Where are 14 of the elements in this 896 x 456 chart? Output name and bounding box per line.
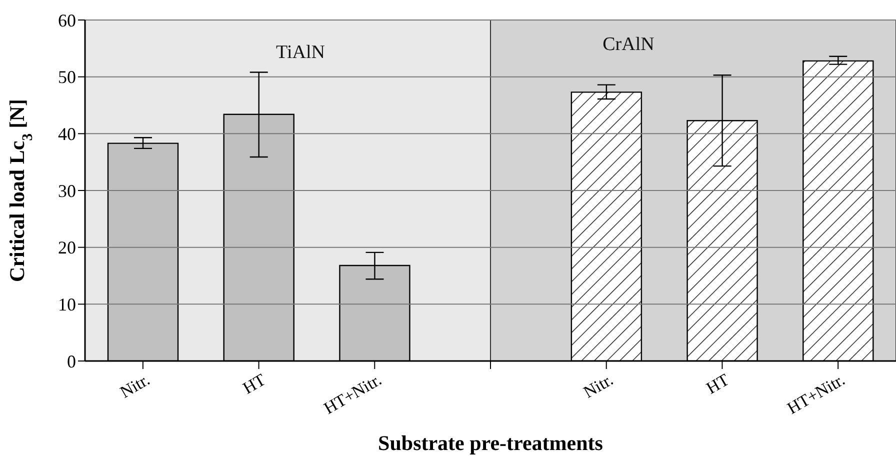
y-tick-label: 20: [58, 238, 76, 258]
y-tick-label: 50: [58, 67, 76, 88]
y-tick-label: 60: [58, 10, 76, 30]
y-tick-label: 10: [58, 294, 76, 315]
x-axis-title: Substrate pre-treatments: [378, 431, 603, 455]
y-tick-label: 30: [58, 180, 76, 201]
y-tick-label: 40: [58, 124, 76, 144]
x-tick-label: HT: [240, 370, 270, 398]
series-label: CrAlN: [602, 34, 655, 55]
y-tick-label: 0: [67, 351, 76, 372]
text: TiAlN: [276, 42, 326, 63]
x-tick-label: Nitr.: [116, 370, 153, 402]
x-tick-label: Nitr.: [580, 370, 616, 402]
x-tick-label: HT: [703, 370, 733, 398]
